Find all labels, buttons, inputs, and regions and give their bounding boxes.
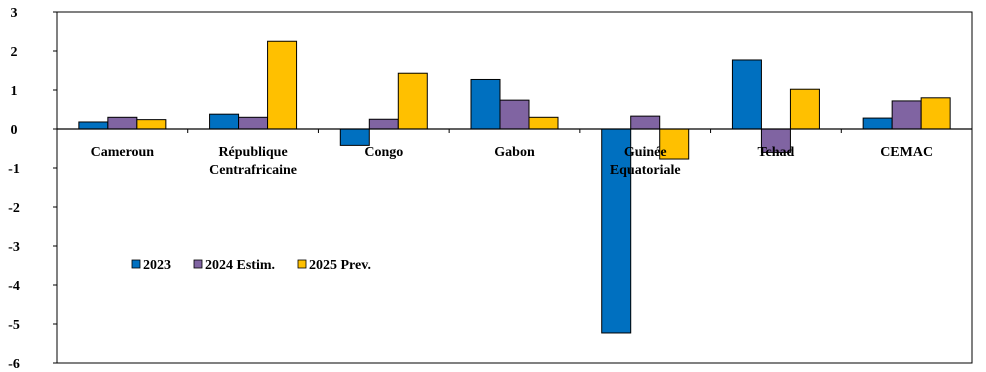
bar — [499, 99, 530, 130]
x-tick-label: République — [218, 145, 287, 160]
x-tick-label: Guinée — [624, 145, 667, 160]
x-tick-label: Centrafricaine — [209, 163, 297, 178]
bar — [891, 100, 922, 130]
zero-axis — [56, 128, 973, 133]
legend-swatch — [193, 259, 203, 269]
bar — [107, 116, 138, 130]
y-tick-label: -3 — [8, 240, 20, 255]
y-tick-label: -1 — [8, 162, 20, 177]
bar — [528, 116, 559, 130]
bar — [209, 113, 240, 130]
y-axis: 3 2 1 0 -1 -2 -3 -4 -5 -6 — [8, 6, 57, 372]
y-tick-label: 0 — [11, 123, 18, 138]
bar — [339, 128, 370, 146]
y-tick-label: 1 — [11, 84, 18, 99]
bar — [267, 40, 298, 130]
x-tick-label: CEMAC — [880, 145, 933, 160]
x-tick-label: Cameroun — [91, 145, 155, 160]
x-axis-labels: Cameroun République Centrafricaine Congo Gab… — [91, 145, 933, 178]
legend-label: 2025 Prev. — [309, 258, 371, 273]
bar — [470, 78, 501, 130]
y-tick-label: -5 — [8, 318, 20, 333]
plot-border — [56, 11, 973, 364]
legend: 2023 2024 Estim. 2025 Prev. — [131, 258, 371, 273]
x-tick-label: Equatoriale — [610, 163, 681, 178]
bar — [920, 97, 951, 130]
x-tick-label: Tchad — [758, 145, 795, 160]
bar — [136, 119, 167, 130]
bar — [630, 115, 661, 130]
bar — [397, 72, 428, 130]
bar — [78, 121, 109, 130]
x-tick-label: Congo — [364, 145, 403, 160]
legend-label: 2023 — [143, 258, 171, 273]
y-tick-label: 2 — [11, 45, 18, 60]
y-tick-label: -4 — [8, 279, 20, 294]
bar — [368, 118, 399, 130]
bar — [238, 116, 269, 130]
y-tick-label: -2 — [8, 201, 20, 216]
x-tick-label: Gabon — [494, 145, 535, 160]
plot-frame — [56, 11, 973, 364]
bar — [862, 117, 893, 130]
bar — [731, 59, 762, 130]
legend-swatch — [297, 259, 307, 269]
bars — [78, 40, 951, 334]
y-tick-label: -6 — [8, 357, 20, 372]
legend-label: 2024 Estim. — [205, 258, 275, 273]
legend-swatch — [131, 259, 141, 269]
bar — [659, 128, 690, 160]
y-tick-label: 3 — [11, 6, 18, 21]
bar — [789, 88, 820, 130]
